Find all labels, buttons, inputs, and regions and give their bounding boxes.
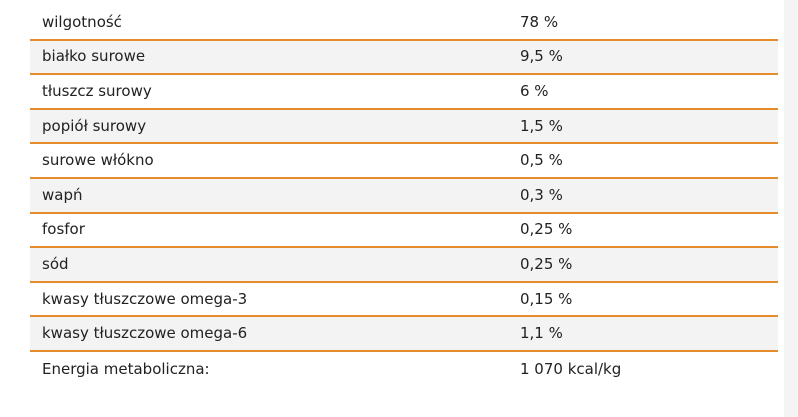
row-label: Energia metaboliczna: xyxy=(42,359,210,378)
row-value: 9,5 % xyxy=(520,47,563,66)
scroll-gutter xyxy=(784,0,798,417)
row-label: kwasy tłuszczowe omega-6 xyxy=(42,324,248,343)
row-label: fosfor xyxy=(42,220,85,239)
row-value: 6 % xyxy=(520,81,549,100)
row-value: 0,25 % xyxy=(520,220,573,239)
table-row: popiół surowy 1,5 % xyxy=(30,109,778,145)
row-value: 0,25 % xyxy=(520,254,573,273)
table-row: fosfor 0,25 % xyxy=(30,214,778,249)
table-row: kwasy tłuszczowe omega-6 1,1 % xyxy=(30,317,778,352)
table-row: wapń 0,3 % xyxy=(30,178,778,214)
row-value: 0,3 % xyxy=(520,185,563,204)
row-value: 78 % xyxy=(520,12,559,31)
row-label: tłuszcz surowy xyxy=(42,81,152,100)
row-label: białko surowe xyxy=(42,47,146,66)
row-value: 1,5 % xyxy=(520,116,563,135)
nutrition-table: wilgotność 78 % białko surowe 9,5 % tłus… xyxy=(30,6,778,387)
row-label: wilgotność xyxy=(42,12,122,31)
row-value: 1,1 % xyxy=(520,324,563,343)
row-label: popiół surowy xyxy=(42,116,147,135)
table-row: Energia metaboliczna: 1 070 kcal/kg xyxy=(30,352,778,387)
table-row: sód 0,25 % xyxy=(30,248,778,283)
table-row: białko surowe 9,5 % xyxy=(30,40,778,76)
table-row: wilgotność 78 % xyxy=(30,6,778,41)
table-row: surowe włókno 0,5 % xyxy=(30,144,778,179)
row-label: surowe włókno xyxy=(42,151,154,170)
row-label: sód xyxy=(42,254,69,273)
row-value: 0,15 % xyxy=(520,289,573,308)
row-label: wapń xyxy=(42,185,83,204)
table-row: kwasy tłuszczowe omega-3 0,15 % xyxy=(30,283,778,318)
row-label: kwasy tłuszczowe omega-3 xyxy=(42,289,248,308)
table-row: tłuszcz surowy 6 % xyxy=(30,75,778,110)
row-value: 0,5 % xyxy=(520,151,563,170)
row-value: 1 070 kcal/kg xyxy=(520,359,622,378)
